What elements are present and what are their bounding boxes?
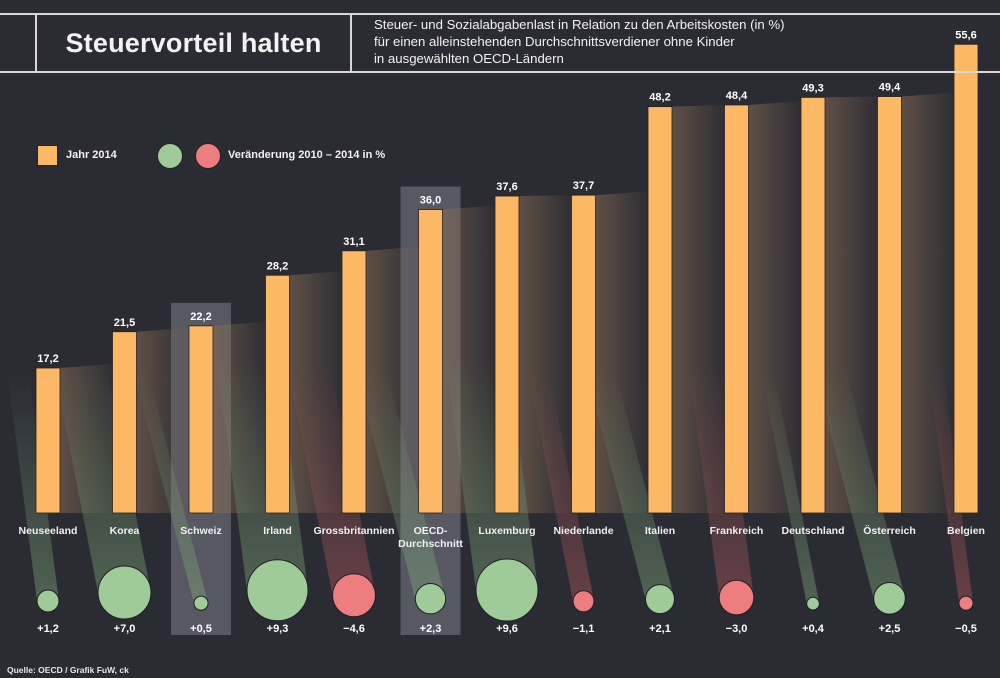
circle-beam xyxy=(528,371,594,602)
change-value-label: −1,1 xyxy=(573,623,595,635)
header-frame xyxy=(0,13,1000,73)
bar xyxy=(341,250,367,514)
circle-beam xyxy=(689,367,754,598)
change-circle-negative xyxy=(718,579,755,616)
bar-shadow xyxy=(136,327,189,513)
category-label: Durchschnitt xyxy=(398,538,463,550)
category-label: Irland xyxy=(263,525,292,537)
change-value-label: −3,0 xyxy=(726,623,748,635)
change-circle-positive xyxy=(97,565,152,620)
bar-value-label: 49,4 xyxy=(879,82,901,94)
subtitle-line: für einen alleinstehenden Durchschnittsv… xyxy=(374,34,735,49)
circle-beam xyxy=(761,373,820,604)
subtitle-line: Steuer- und Sozialabgabenlast in Relatio… xyxy=(374,17,785,32)
bar xyxy=(265,274,290,514)
bar-value-label: 31,1 xyxy=(343,236,364,248)
legend-positive-circle-icon xyxy=(157,143,183,169)
change-value-label: +9,3 xyxy=(267,623,289,635)
category-label: Österreich xyxy=(863,524,916,537)
circle-beam xyxy=(585,369,675,600)
bar-shadow xyxy=(748,100,801,513)
source-note: Quelle: OECD / Grafik FuW, ck xyxy=(7,665,129,675)
bar-value-label: 49,3 xyxy=(802,82,823,94)
bar xyxy=(494,195,520,514)
change-circle-positive xyxy=(806,596,820,611)
subtitle-line: in ausgewählten OECD-Ländern xyxy=(374,51,564,66)
legend-circle-label: Veränderung 2010 – 2014 in % xyxy=(228,149,386,161)
bar xyxy=(877,96,902,514)
bar xyxy=(647,106,673,514)
bar-value-label: 55,6 xyxy=(955,29,976,41)
change-value-label: +1,2 xyxy=(37,623,59,635)
chart-title: Steuervorteil halten xyxy=(65,27,322,58)
circle-beam xyxy=(287,365,376,596)
bar xyxy=(800,97,826,514)
change-value-label: +2,5 xyxy=(879,623,901,635)
change-circle-positive xyxy=(36,589,60,613)
change-circle-positive xyxy=(193,595,209,611)
circle-beam xyxy=(813,368,906,599)
legend-bar-label: Jahr 2014 xyxy=(66,149,117,161)
circle-beam xyxy=(355,368,446,599)
bar-value-label: 48,2 xyxy=(649,92,670,104)
change-circle-negative xyxy=(572,590,595,613)
bar-value-label: 28,2 xyxy=(267,260,288,272)
change-value-label: +9,6 xyxy=(496,623,518,635)
change-value-label: +0,4 xyxy=(802,623,825,635)
circle-beam xyxy=(928,373,974,604)
category-label: Niederlande xyxy=(553,525,613,537)
bar-value-label: 37,6 xyxy=(496,181,517,193)
change-circle-negative xyxy=(332,573,376,618)
bar-value-label: 37,7 xyxy=(573,180,594,192)
bar xyxy=(418,209,443,514)
category-label: Belgien xyxy=(947,525,985,537)
change-value-label: −4,6 xyxy=(343,623,365,635)
category-label: Italien xyxy=(645,525,675,537)
change-value-label: +0,5 xyxy=(190,623,212,635)
circle-beam xyxy=(53,362,151,593)
bar-value-label: 36,0 xyxy=(420,195,441,207)
category-label: Grossbritannien xyxy=(313,525,394,537)
bar xyxy=(953,43,979,514)
bar-value-label: 21,5 xyxy=(114,317,135,329)
change-circle-positive xyxy=(414,583,447,615)
category-label: Frankreich xyxy=(710,525,764,537)
bar xyxy=(724,104,749,514)
change-value-label: +7,0 xyxy=(114,623,136,635)
legend-bar-swatch-icon xyxy=(37,145,58,166)
bar-value-label: 22,2 xyxy=(190,311,211,323)
change-circle-positive xyxy=(645,584,675,615)
bar xyxy=(35,367,61,514)
category-label: Korea xyxy=(110,525,140,537)
circle-beam xyxy=(7,371,59,602)
category-label: Schweiz xyxy=(180,525,221,537)
category-label: Deutschland xyxy=(781,525,844,537)
category-label: Neuseeland xyxy=(19,525,78,537)
change-circle-negative xyxy=(958,595,974,611)
category-label: OECD- xyxy=(414,525,448,537)
bar xyxy=(112,331,137,514)
bar-value-label: 17,2 xyxy=(37,353,58,365)
chart-subtitle: Steuer- und Sozialabgabenlast in Relatio… xyxy=(374,16,785,67)
change-value-label: −0,5 xyxy=(955,623,977,635)
change-circle-positive xyxy=(475,558,539,622)
bar-value-label: 48,4 xyxy=(726,90,748,102)
category-label: Luxemburg xyxy=(478,525,535,537)
change-circle-positive xyxy=(246,559,309,622)
circle-beam xyxy=(133,373,209,604)
change-value-label: +2,3 xyxy=(420,623,442,635)
legend-negative-circle-icon xyxy=(195,143,221,169)
title-box: Steuervorteil halten xyxy=(35,13,352,73)
change-value-label: +2,1 xyxy=(649,623,671,635)
change-circle-positive xyxy=(873,582,906,615)
bar xyxy=(571,194,596,514)
bar xyxy=(188,325,214,514)
